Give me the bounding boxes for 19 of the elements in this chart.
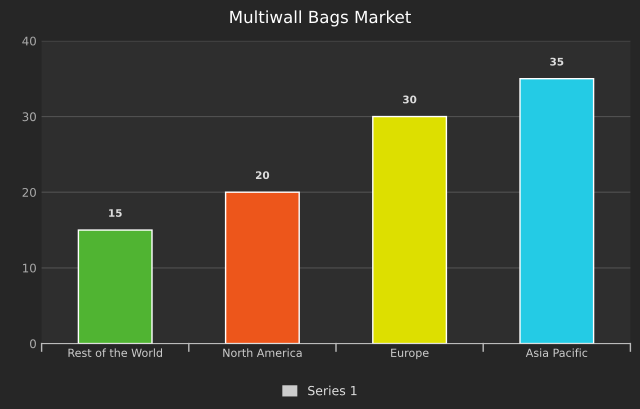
bar	[78, 229, 153, 344]
y-tick-label: 20	[22, 188, 36, 197]
chart-title: Multiwall Bags Market	[230, 10, 411, 26]
y-tick-label: 40	[22, 36, 36, 46]
bar	[224, 192, 300, 344]
data-label: 15	[109, 209, 122, 217]
bar	[372, 116, 448, 344]
x-tick-label: Asia Pacific	[526, 348, 588, 358]
y-tick-label: 10	[23, 264, 36, 273]
x-tick-label: North America	[223, 348, 302, 358]
bar	[519, 78, 594, 344]
data-label: 30	[403, 96, 416, 104]
data-label: 20	[256, 171, 270, 180]
x-tick-label: Rest of the World	[68, 348, 162, 358]
y-tick-label: 30	[22, 112, 36, 122]
x-tick-label: Europe	[391, 348, 429, 360]
y-tick-label: 0	[30, 339, 36, 348]
text: Series 1	[308, 386, 357, 396]
data-label: 35	[550, 58, 564, 66]
